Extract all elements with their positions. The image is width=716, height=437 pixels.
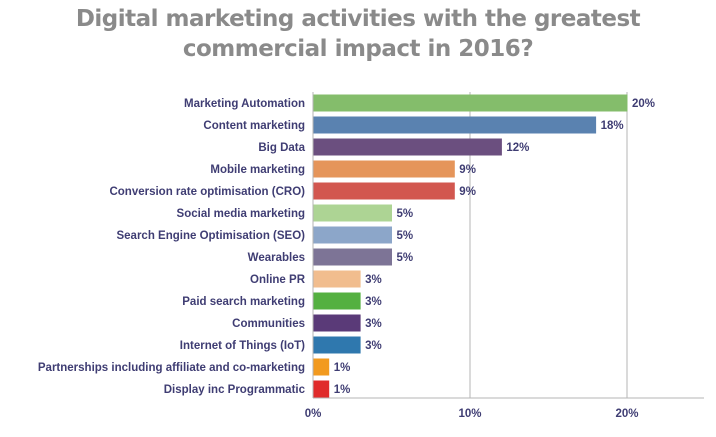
value-label: 3%: [365, 274, 382, 286]
category-label: Partnerships including affiliate and co-…: [38, 362, 305, 374]
category-label: Search Engine Optimisation (SEO): [116, 230, 305, 242]
bar: [313, 248, 392, 266]
chart-title-line-1: Digital marketing activities with the gr…: [75, 6, 641, 32]
x-tick-label: 20%: [615, 408, 638, 420]
value-label: 1%: [334, 384, 351, 396]
category-label: Communities: [232, 318, 305, 330]
value-label: 1%: [334, 362, 351, 374]
x-tick-label: 0%: [305, 408, 322, 420]
bar: [313, 358, 330, 376]
value-label: 20%: [632, 98, 655, 110]
category-label: Mobile marketing: [210, 164, 305, 176]
x-axis-ticks: 0% 10% 20%: [305, 408, 639, 420]
x-tick-label: 10%: [458, 408, 481, 420]
bar: [313, 336, 361, 354]
category-label: Online PR: [250, 274, 306, 286]
bar: [313, 94, 628, 112]
gridlines: [312, 92, 704, 399]
value-label: 9%: [459, 186, 476, 198]
bar: [313, 226, 392, 244]
value-labels: 20% 18% 12% 9% 9% 5% 5% 5% 3% 3% 3% 3% 1% 1%: [334, 98, 655, 396]
value-label: 5%: [397, 208, 414, 220]
bar: [313, 204, 392, 222]
bar: [313, 160, 455, 178]
bar: [313, 116, 597, 134]
category-labels: Marketing Automation Content marketing Big…: [38, 98, 306, 396]
category-label: Paid search marketing: [182, 296, 305, 308]
category-label: Content marketing: [203, 120, 305, 132]
category-label: Big Data: [258, 142, 305, 154]
value-label: 3%: [365, 340, 382, 352]
bar: [313, 270, 361, 288]
value-label: 5%: [397, 252, 414, 264]
value-label: 5%: [397, 230, 414, 242]
category-label: Internet of Things (IoT): [180, 340, 305, 352]
value-label: 3%: [365, 318, 382, 330]
bars: [313, 94, 628, 398]
value-label: 12%: [506, 142, 529, 154]
bar: [313, 182, 455, 200]
category-label: Marketing Automation: [184, 98, 305, 110]
category-label: Display inc Programmatic: [164, 384, 306, 396]
value-label: 3%: [365, 296, 382, 308]
bar: [313, 314, 361, 332]
chart-title: Digital marketing activities with the gr…: [0, 4, 716, 64]
category-label: Social media marketing: [177, 208, 305, 220]
bar: [313, 380, 330, 398]
value-label: 18%: [601, 120, 624, 132]
bar: [313, 292, 361, 310]
category-label: Wearables: [248, 252, 305, 264]
bar: [313, 138, 502, 156]
value-label: 9%: [459, 164, 476, 176]
chart-title-line-2: commercial impact in 2016?: [182, 36, 534, 62]
category-label: Conversion rate optimisation (CRO): [109, 186, 305, 198]
